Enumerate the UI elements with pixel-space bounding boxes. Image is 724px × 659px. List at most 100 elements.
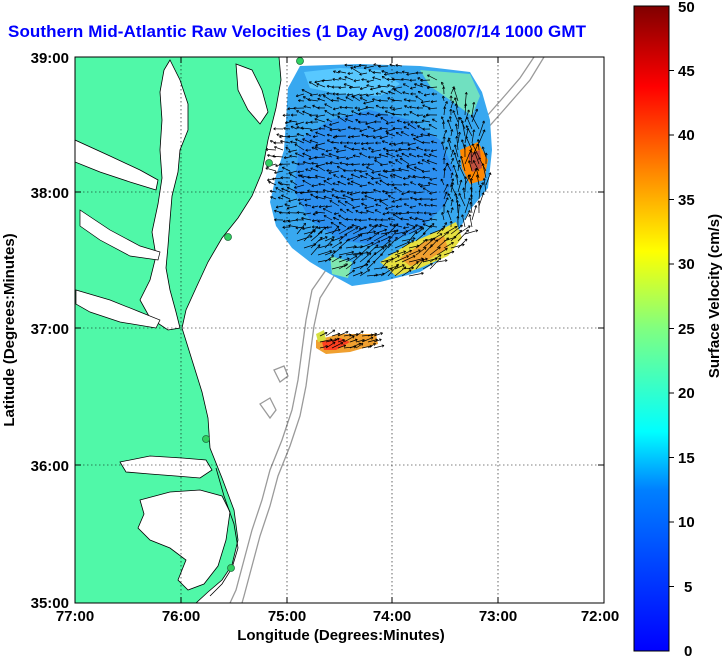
velocity-arrow [447, 139, 452, 151]
velocity-arrow [353, 79, 361, 82]
velocity-arrow [340, 190, 347, 193]
velocity-arrowhead [322, 95, 325, 98]
velocity-arrowhead [430, 149, 434, 152]
velocity-arrowhead [375, 204, 378, 207]
velocity-arrowhead [375, 244, 379, 246]
x-tick-label: 75:00 [268, 608, 306, 625]
velocity-arrowhead [387, 243, 391, 245]
velocity-arrow [454, 152, 459, 165]
velocity-arrowhead [311, 229, 315, 231]
velocity-arrowhead [355, 255, 358, 258]
velocity-arrowhead [382, 148, 386, 151]
velocity-arrowhead [385, 123, 389, 125]
velocity-arrow [416, 155, 424, 158]
velocity-arrow [415, 258, 425, 270]
velocity-arrowhead [387, 84, 390, 86]
velocity-arrow [373, 345, 385, 349]
velocity-arrowhead [365, 106, 368, 109]
velocity-arrow [414, 121, 424, 123]
velocity-arrowhead [294, 192, 298, 195]
velocity-arrowhead [381, 76, 384, 79]
velocity-arrow [387, 84, 396, 88]
velocity-arrow [398, 148, 410, 151]
velocity-arrowhead [393, 144, 397, 146]
velocity-arrowhead [418, 203, 421, 206]
velocity-arrow [422, 104, 431, 109]
velocity-arrowhead [311, 226, 315, 229]
radar-station-marker [202, 435, 210, 443]
velocity-arrowhead [317, 244, 321, 246]
velocity-arrowhead [414, 83, 417, 87]
velocity-arrowhead [343, 170, 346, 173]
velocity-arrowhead [458, 193, 462, 195]
velocity-arrowhead [313, 229, 315, 232]
velocity-arrowhead [402, 91, 406, 93]
velocity-arrowhead [411, 267, 414, 270]
velocity-arrowhead [283, 126, 286, 129]
velocity-arrowhead [410, 250, 412, 253]
velocity-arrowhead [307, 175, 310, 178]
velocity-arrowhead [287, 136, 291, 139]
velocity-arrow [345, 227, 358, 235]
velocity-arrow [392, 127, 403, 130]
velocity-arrow [359, 242, 374, 249]
velocity-arrow [342, 194, 354, 200]
velocity-arrowhead [399, 158, 402, 161]
velocity-arrow [338, 71, 347, 74]
velocity-arrowhead [321, 153, 324, 157]
velocity-arrowhead [391, 77, 395, 80]
velocity-arrowhead [309, 115, 312, 117]
velocity-arrow [432, 118, 438, 123]
velocity-arrowhead [420, 80, 423, 83]
velocity-arrow [321, 79, 333, 82]
velocity-arrowhead [333, 108, 336, 111]
velocity-arrowhead [482, 120, 485, 123]
velocity-arrow [406, 223, 417, 228]
velocity-arrowhead [337, 71, 341, 74]
velocity-arrow [383, 148, 389, 151]
velocity-arrow [352, 252, 363, 263]
velocity-arrow [316, 83, 326, 88]
velocity-arrowhead [329, 338, 333, 340]
velocity-arrowhead [360, 174, 363, 177]
velocity-arrow [322, 189, 333, 193]
velocity-arrowhead [447, 139, 449, 143]
velocity-arrowhead [406, 223, 409, 226]
velocity-arrowhead [410, 196, 413, 199]
velocity-arrowhead [410, 181, 412, 185]
velocity-arrow [338, 214, 347, 221]
velocity-arrowhead [336, 97, 339, 100]
velocity-arrow [384, 72, 396, 75]
velocity-arrow [303, 96, 312, 102]
velocity-arrow [395, 149, 403, 152]
velocity-arrow [447, 119, 452, 130]
velocity-arrowhead [265, 149, 269, 152]
velocity-arrowhead [365, 143, 369, 145]
velocity-arrow [326, 177, 333, 180]
velocity-arrowhead [321, 80, 325, 83]
velocity-arrow [371, 177, 382, 179]
velocity-arrowhead [364, 192, 367, 195]
velocity-arrowhead [338, 214, 340, 218]
velocity-arrowhead [388, 142, 392, 145]
velocity-arrow [366, 232, 380, 242]
velocity-arrowhead [303, 105, 307, 107]
velocity-arrowhead [290, 141, 293, 144]
velocity-arrowhead [356, 332, 359, 335]
velocity-arrowhead [338, 77, 342, 79]
velocity-arrow [408, 261, 419, 270]
velocity-arrowhead [340, 246, 342, 250]
velocity-arrowhead [429, 217, 433, 220]
velocity-arrow [408, 272, 424, 277]
velocity-arrowhead [311, 205, 314, 208]
velocity-arrowhead [403, 203, 406, 207]
velocity-arrow [429, 246, 441, 256]
velocity-arrowhead [300, 127, 304, 130]
velocity-arrowhead [382, 272, 385, 274]
velocity-arrow [351, 163, 361, 165]
velocity-arrowhead [322, 189, 326, 193]
velocity-arrowhead [453, 164, 456, 167]
velocity-arrowhead [312, 214, 316, 216]
velocity-arrow [373, 229, 387, 235]
velocity-arrowhead [385, 265, 388, 268]
